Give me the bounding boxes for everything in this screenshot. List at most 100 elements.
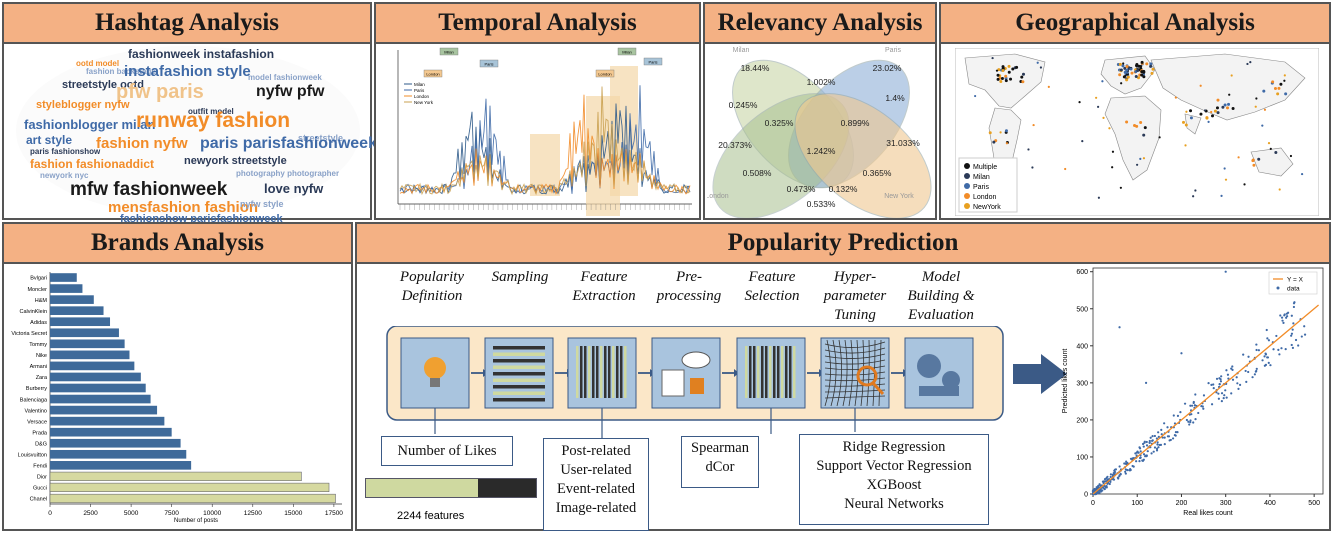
brand-bar <box>50 394 151 404</box>
hashtag-word: fashionweek instafashion <box>128 47 275 61</box>
brand-bar <box>50 405 158 415</box>
scatter-point <box>1124 470 1127 473</box>
venn-value: 0.365% <box>863 168 892 178</box>
scatter-point <box>1091 490 1095 493</box>
temporal-panel: Temporal Analysis Milan Paris London Milan P… <box>374 2 701 220</box>
map-post-dot <box>1199 112 1203 116</box>
map-post-dot <box>1020 75 1024 79</box>
venn-value: 1.4% <box>885 93 905 103</box>
scatter-point <box>1139 456 1142 459</box>
grid-line <box>866 339 870 407</box>
venn-value: 0.132% <box>829 184 858 194</box>
scatter-point <box>1125 468 1128 471</box>
scatter-point <box>1153 446 1157 449</box>
brands-panel: Brands Analysis Bvlgari Moncler H&M CalvinK… <box>2 222 353 531</box>
step-label: Hyper- parameter Tuning <box>823 269 887 323</box>
bulb-icon <box>424 357 446 379</box>
scatter-point <box>1105 477 1108 480</box>
stripe <box>781 346 784 398</box>
map-legend-label: London <box>973 194 996 201</box>
hashtag-word: ootd model <box>76 59 120 68</box>
stripe <box>608 346 611 398</box>
map-post-dot <box>1125 120 1129 124</box>
map-post-dot <box>1120 82 1123 85</box>
scatter-legend-dot <box>1276 286 1280 290</box>
venn-value: 18.44% <box>741 63 770 73</box>
map-post-dot <box>1142 75 1146 79</box>
scatter-point <box>1284 348 1287 351</box>
event-tag-label: Paris <box>484 62 493 67</box>
step-sampling: Sampling <box>475 268 565 287</box>
stripe <box>624 346 627 398</box>
brand-label: Victoria Secret <box>11 331 47 337</box>
map-post-dot <box>1133 123 1137 127</box>
scatter-point <box>1157 435 1160 438</box>
map-post-dot <box>1142 133 1146 137</box>
hashtag-word: outfit model <box>188 107 234 116</box>
map-post-dot <box>1261 124 1264 127</box>
map-post-dot <box>1174 96 1177 99</box>
scatter-point <box>1264 352 1267 355</box>
scatter-point <box>1149 436 1152 439</box>
prediction-scatter: 0 100 200 300 400 500 0 100 200 300 400 500 600 Real … <box>1062 267 1324 517</box>
scatter-point <box>1218 377 1221 380</box>
hashtag-word: instafashion style <box>124 63 251 80</box>
scatter-point <box>1230 392 1233 395</box>
hashtag-word: mfw fashionweek <box>70 179 228 200</box>
feature-type: User-related <box>560 462 632 478</box>
feature-vector-bar <box>365 478 537 498</box>
scatter-point <box>1217 397 1220 400</box>
map-post-dot <box>1004 74 1008 78</box>
scatter-point <box>1202 407 1205 410</box>
scatter-point <box>1135 454 1138 457</box>
brands-tick-label: 5000 <box>124 510 139 517</box>
map-post-dot <box>996 73 1000 77</box>
brand-bar <box>50 372 141 382</box>
map-post-dot <box>1210 114 1214 118</box>
brands-title: Brands Analysis <box>4 224 351 264</box>
map-post-dot <box>1276 92 1280 96</box>
map-post-dot <box>1263 108 1267 111</box>
stripe <box>580 346 583 398</box>
scatter-point <box>1222 397 1225 400</box>
map-post-dot <box>1221 105 1225 109</box>
stripe <box>793 346 796 398</box>
scatter-point <box>1172 414 1175 417</box>
db-icon <box>690 378 704 394</box>
map-land <box>1184 113 1202 135</box>
venn-value: 0.533% <box>807 199 836 209</box>
map-legend-dot <box>964 203 970 209</box>
cloud-icon <box>681 351 711 369</box>
scatter-point <box>1226 373 1230 376</box>
doc-icon <box>661 369 685 397</box>
map-post-dot <box>1001 68 1005 72</box>
scatter-y-tick-label: 300 <box>1076 380 1088 387</box>
scatter-point <box>1188 423 1191 426</box>
brands-x-label: Number of posts <box>174 518 218 524</box>
stripe <box>493 372 545 376</box>
scatter-point <box>1291 328 1294 331</box>
map-post-dot <box>1207 120 1210 123</box>
scatter-point <box>1135 460 1138 463</box>
brand-bar <box>50 317 111 327</box>
scatter-x-tick-label: 500 <box>1308 500 1320 507</box>
map-post-dot <box>1142 70 1146 74</box>
map-post-dot <box>1137 76 1141 80</box>
map-post-dot <box>1254 105 1257 108</box>
event-tag <box>643 57 663 66</box>
map-post-dot <box>1078 101 1081 104</box>
pipeline-step-box <box>904 337 974 409</box>
scatter-point <box>1138 459 1141 463</box>
scatter-point <box>1254 370 1257 373</box>
map-post-dot <box>1111 150 1115 153</box>
map-land <box>1250 147 1294 177</box>
identity-line <box>1092 304 1319 495</box>
scatter-point <box>1173 422 1177 425</box>
brand-label: Valentino <box>24 408 47 414</box>
brand-bar <box>50 427 172 437</box>
scatter-point <box>1102 486 1105 489</box>
brands-tick-label: 12500 <box>244 510 262 517</box>
map-post-dot <box>1199 84 1202 87</box>
scatter-point <box>1303 325 1306 328</box>
stripe <box>600 346 603 398</box>
